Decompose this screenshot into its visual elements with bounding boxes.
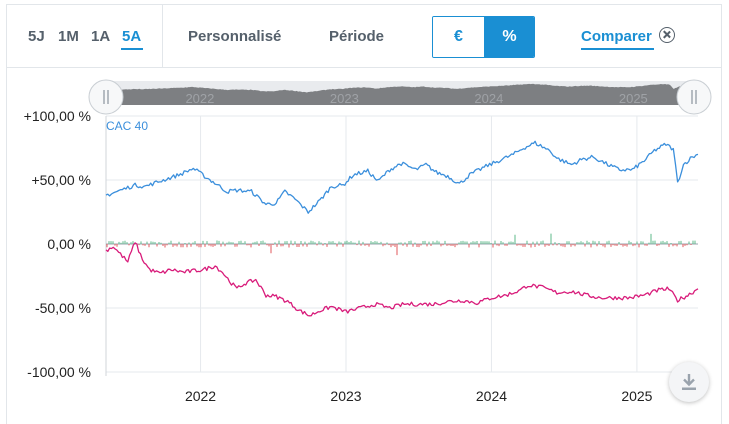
y-tick-label: -100,00 % (27, 364, 91, 380)
close-circle-icon[interactable] (659, 27, 675, 43)
y-tick-label: 0,00 % (47, 236, 91, 252)
navigator-year-label: 2023 (330, 91, 359, 106)
toolbar: 5J 1M 1A 5A Personnalisé Période € % Com… (7, 5, 721, 68)
drag-handle-icon[interactable] (676, 79, 712, 115)
navigator-year-label: 2022 (185, 91, 214, 106)
chart-series (105, 140, 699, 317)
period-1m-button[interactable]: 1M (58, 28, 79, 45)
percent-toggle-button[interactable]: % (484, 17, 534, 57)
navigator-year-label: 2024 (474, 91, 503, 106)
series-line-stock (105, 242, 699, 317)
download-arrow-icon (682, 374, 696, 390)
x-axis-ticks: 2022 2023 2024 2025 (185, 388, 653, 404)
download-button[interactable] (669, 362, 709, 402)
custom-range-button[interactable]: Personnalisé (188, 28, 282, 45)
y-axis-ticks: +100,00 % +50,00 % 0,00 % -50,00 % -100,00 % (24, 108, 91, 380)
compare-button[interactable]: Comparer (581, 28, 652, 45)
navigator-area (106, 83, 694, 105)
chart-grid (105, 115, 698, 376)
currency-toggle-button[interactable]: € (433, 17, 484, 57)
compare-underline (581, 48, 654, 50)
x-tick-label: 2023 (330, 388, 361, 404)
navigator-handle-left[interactable] (88, 79, 124, 115)
range-navigator[interactable]: 2022 2023 2024 2025 (88, 79, 712, 115)
navigator-year-label: 2025 (619, 91, 648, 106)
navigator-handle-right[interactable] (676, 79, 712, 115)
series-label-cac40: CAC 40 (106, 119, 148, 133)
x-tick-label: 2024 (476, 388, 507, 404)
y-tick-label: +100,00 % (24, 108, 91, 124)
x-tick-label: 2022 (185, 388, 216, 404)
drag-handle-icon[interactable] (88, 79, 124, 115)
y-tick-label: +50,00 % (31, 172, 91, 188)
toolbar-divider (162, 5, 163, 67)
active-period-underline (121, 48, 143, 50)
series-line-cac40 (105, 140, 699, 214)
volume-bars (106, 233, 698, 256)
unit-toggle: € % (432, 16, 535, 58)
y-tick-label: -50,00 % (35, 300, 91, 316)
period-5a-button[interactable]: 5A (122, 28, 142, 45)
period-5j-button[interactable]: 5J (28, 28, 45, 45)
x-tick-label: 2025 (621, 388, 652, 404)
chart-frame (6, 4, 722, 424)
period-select-button[interactable]: Période (329, 28, 385, 45)
period-1a-button[interactable]: 1A (91, 28, 111, 45)
